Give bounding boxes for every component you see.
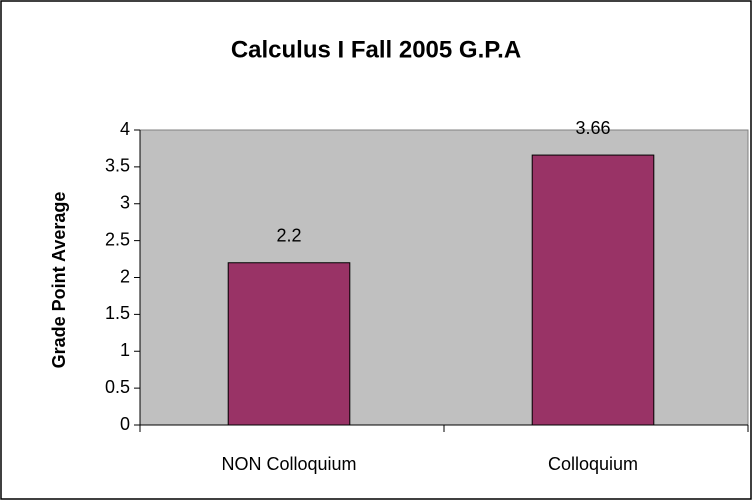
y-tick-label: 3 [120,193,130,213]
y-tick-label: 1 [120,340,130,360]
y-tick-label: 2.5 [105,229,130,249]
x-tick-label: Colloquium [548,454,638,474]
data-label: 3.66 [575,118,610,138]
y-tick-label: 4 [120,119,130,139]
y-axis-label: Grade Point Average [49,192,69,369]
y-tick-label: 0 [120,414,130,434]
y-tick-label: 1.5 [105,303,130,323]
chart-title: Calculus I Fall 2005 G.P.A [231,36,521,63]
y-tick-label: 0.5 [105,377,130,397]
bar [227,262,351,426]
y-tick-label: 2 [120,266,130,286]
bar [531,154,655,426]
data-label: 2.2 [276,226,301,246]
y-tick-label: 3.5 [105,156,130,176]
x-tick-label: NON Colloquium [221,454,356,474]
